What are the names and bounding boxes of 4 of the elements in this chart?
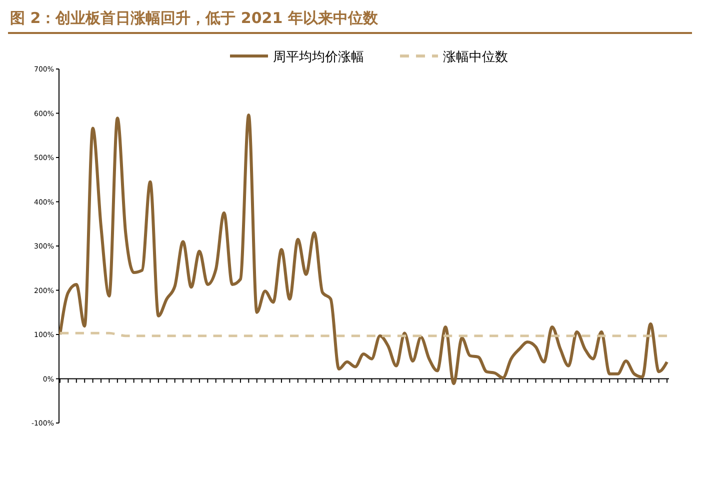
chart-title: 图 2：创业板首日涨幅回升，低于 2021 年以来中位数 (10, 9, 379, 27)
legend-label: 周平均均价涨幅 (273, 50, 364, 65)
legend-label: 涨幅中位数 (443, 50, 508, 65)
line-series (58, 114, 668, 386)
